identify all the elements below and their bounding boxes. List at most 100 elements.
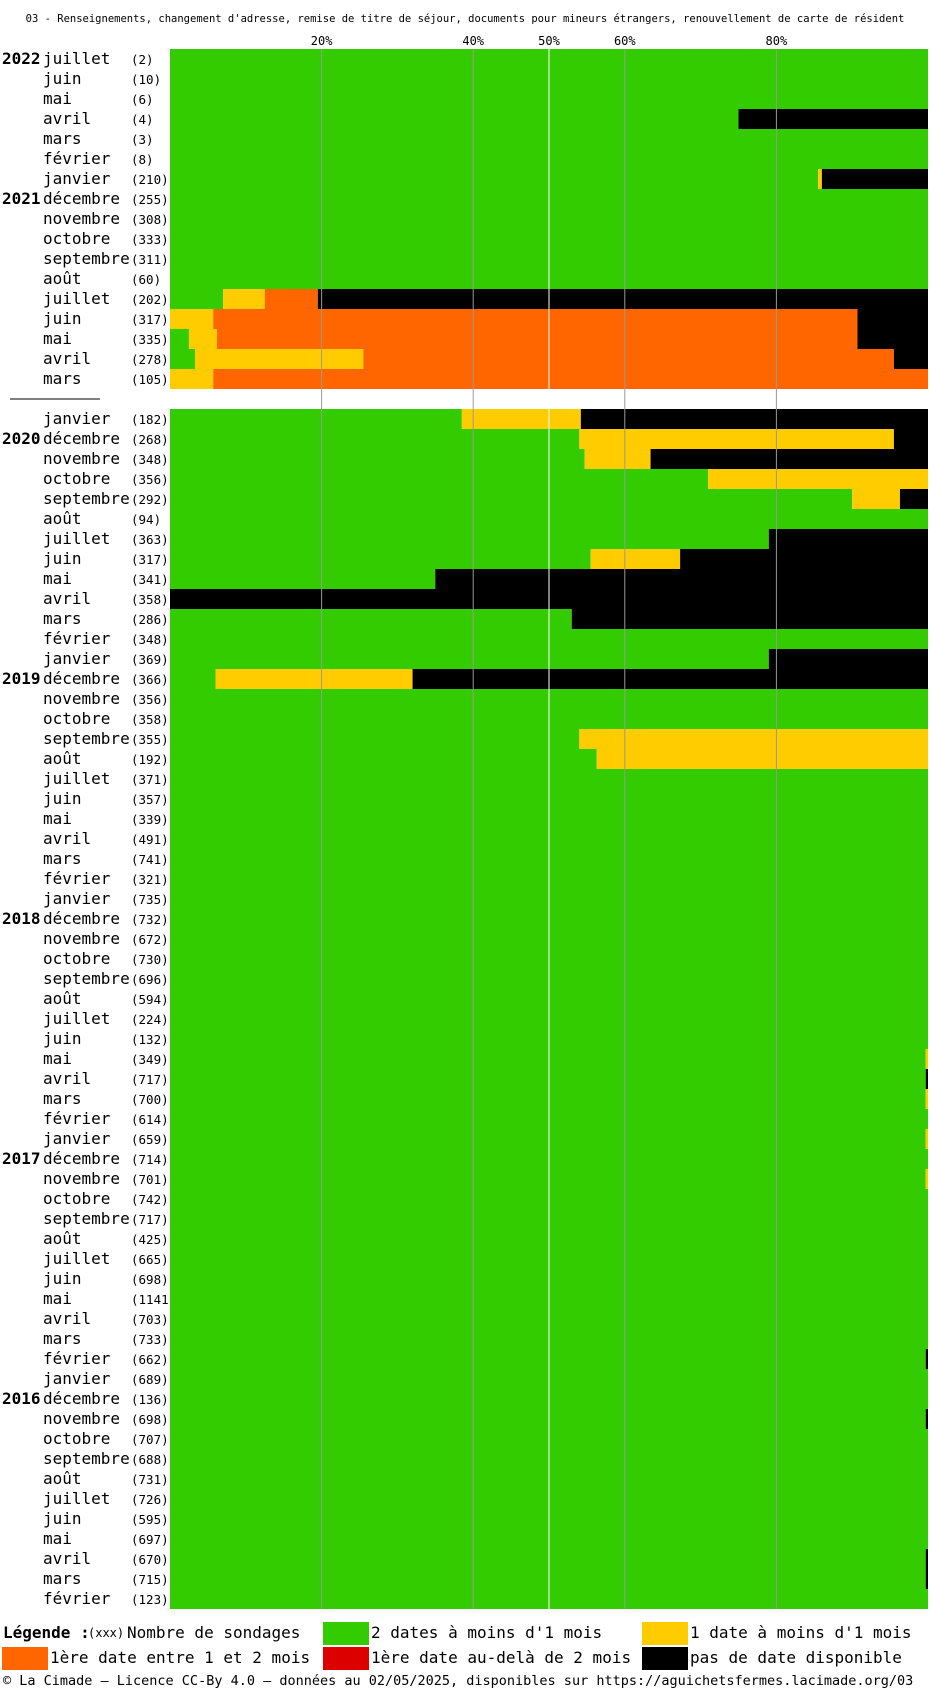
count-label: (366) <box>131 672 169 687</box>
x-tick-label: 50% <box>538 34 560 48</box>
bar-segment-black <box>435 569 928 589</box>
month-label: août <box>43 989 82 1008</box>
count-label: (3) <box>131 132 154 147</box>
bar-segment-green <box>170 109 739 129</box>
bar-segment-yellow <box>461 409 581 429</box>
month-label: juin <box>43 789 82 808</box>
bar-segment-green <box>170 1049 926 1069</box>
legend-swatch-green <box>323 1622 369 1645</box>
bar-segment-yellow <box>584 449 651 469</box>
year-label: 2016 <box>2 1389 41 1408</box>
month-label: octobre <box>43 1189 110 1208</box>
count-label: (595) <box>131 1512 169 1527</box>
count-label: (286) <box>131 612 169 627</box>
bar-segment-black <box>821 169 928 189</box>
bar-segment-green <box>170 749 597 769</box>
count-label: (311) <box>131 252 169 267</box>
month-label: novembre <box>43 449 120 468</box>
count-label: (317) <box>131 312 169 327</box>
count-label: (4) <box>131 112 154 127</box>
month-label: mai <box>43 1529 72 1548</box>
month-label: mai <box>43 329 72 348</box>
count-label: (698) <box>131 1272 169 1287</box>
legend-swatch-yellow <box>642 1622 688 1645</box>
bar-segment-orange <box>213 309 858 329</box>
month-label: mai <box>43 569 72 588</box>
month-label: mars <box>43 1329 82 1348</box>
month-label: juin <box>43 1029 82 1048</box>
bar-segment-yellow <box>170 369 214 389</box>
month-label: janvier <box>43 169 111 188</box>
legend-label-black: pas de date disponible <box>690 1648 902 1667</box>
month-label: septembre <box>43 1449 130 1468</box>
month-label: mars <box>43 849 82 868</box>
count-label: (672) <box>131 932 169 947</box>
count-label: (10) <box>131 72 161 87</box>
month-label: décembre <box>43 1389 120 1408</box>
x-tick-label: 60% <box>614 34 636 48</box>
month-label: novembre <box>43 1169 120 1188</box>
stacked-bar-chart: 20% 40% 50% 60% 80%2022 juillet (2)juin (10)mai… <box>2 34 928 1609</box>
count-label: (278) <box>131 352 169 367</box>
bar-segment-green <box>170 1409 926 1429</box>
month-label: avril <box>43 109 91 128</box>
month-label: avril <box>43 589 91 608</box>
count-label: (348) <box>131 452 169 467</box>
count-label: (192) <box>131 752 169 767</box>
bar-segment-orange <box>264 289 318 309</box>
bar-segment-green <box>170 169 819 189</box>
count-label: (2) <box>131 52 154 67</box>
bar-segment-green <box>170 1089 926 1109</box>
bar-segment-green <box>170 609 572 629</box>
month-label: juillet <box>43 49 110 68</box>
bar-segment-black <box>857 309 928 329</box>
month-label: janvier <box>43 1369 111 1388</box>
bar-segment-black <box>680 549 928 569</box>
count-label: (733) <box>131 1332 169 1347</box>
bar-segment-yellow <box>579 729 928 749</box>
month-label: février <box>43 629 111 648</box>
month-label: octobre <box>43 709 110 728</box>
count-label: (321) <box>131 872 169 887</box>
bar-segment-yellow <box>708 469 928 489</box>
month-label: août <box>43 749 82 768</box>
month-label: février <box>43 149 111 168</box>
bar-segment-black <box>650 449 928 469</box>
bar-segment-yellow <box>925 1089 928 1109</box>
count-label: (105) <box>131 372 169 387</box>
year-label: 2020 <box>2 429 41 448</box>
count-label: (355) <box>131 732 169 747</box>
month-label: octobre <box>43 229 110 248</box>
count-label: (726) <box>131 1492 169 1507</box>
bar-segment-orange <box>213 369 928 389</box>
bar-segment-black <box>738 109 928 129</box>
bar-segment-yellow <box>579 429 894 449</box>
legend-swatch-black <box>642 1647 688 1670</box>
legend-label-red: 1ère date au-delà de 2 mois <box>371 1648 632 1667</box>
bar-segment-green <box>170 469 709 489</box>
month-label: mars <box>43 609 82 628</box>
count-label: (714) <box>131 1152 169 1167</box>
bar-segment-green <box>170 529 769 549</box>
bar-segment-black <box>317 289 928 309</box>
month-label: août <box>43 1229 82 1248</box>
count-label: (123) <box>131 1592 169 1607</box>
bar-segment-black <box>412 669 928 689</box>
bar-segment-black <box>768 649 928 669</box>
x-tick-label: 20% <box>311 34 333 48</box>
month-label: février <box>43 1109 111 1128</box>
bar-segment-green <box>170 1129 926 1149</box>
legend-label-green: 2 dates à moins d'1 mois <box>371 1623 603 1642</box>
month-label: novembre <box>43 929 120 948</box>
count-label: (371) <box>131 772 169 787</box>
bar-segment-green <box>170 349 196 369</box>
month-label: mai <box>43 89 72 108</box>
month-label: mai <box>43 1049 72 1068</box>
bar-segment-yellow <box>925 1129 928 1149</box>
count-label: (700) <box>131 1092 169 1107</box>
month-label: décembre <box>43 189 120 208</box>
footer-credit: © La Cimade — Licence CC-By 4.0 — donnée… <box>3 1673 914 1689</box>
month-label: avril <box>43 1069 91 1088</box>
bar-segment-green <box>170 409 462 429</box>
bar-segment-green <box>170 1549 926 1569</box>
